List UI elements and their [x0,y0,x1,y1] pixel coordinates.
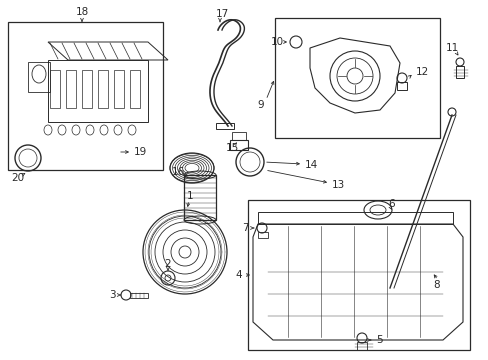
Text: 20: 20 [11,173,24,183]
Bar [130,70,140,108]
Bar [396,82,406,90]
Bar [258,212,452,224]
Bar [66,70,76,108]
Text: 15: 15 [225,143,238,153]
Bar [114,70,124,108]
Text: 18: 18 [75,7,88,17]
Bar [8,22,163,170]
Bar [130,292,148,297]
Bar [183,175,216,220]
Text: 16: 16 [171,167,184,177]
Text: 5: 5 [375,335,382,345]
Text: 9: 9 [257,100,264,110]
Bar [274,18,439,138]
Bar [455,66,463,78]
Bar [28,62,50,92]
Text: 4: 4 [235,270,242,280]
Text: 6: 6 [387,199,394,209]
Text: 17: 17 [215,9,228,19]
Bar [247,200,469,350]
Text: 8: 8 [432,280,439,290]
Bar [216,123,234,129]
Bar [82,70,92,108]
Text: 13: 13 [331,180,345,190]
Text: 12: 12 [415,67,428,77]
Bar [356,342,366,350]
Text: 2: 2 [164,259,171,269]
Text: 7: 7 [242,223,248,233]
Bar [50,70,60,108]
Text: 11: 11 [445,43,458,53]
Text: 19: 19 [134,147,147,157]
Text: 3: 3 [109,290,116,300]
Bar [98,70,108,108]
Text: 10: 10 [270,37,284,47]
Bar [231,132,245,140]
Text: 14: 14 [305,160,318,170]
Bar [229,140,247,150]
Text: 1: 1 [186,191,193,201]
Bar [258,232,267,238]
